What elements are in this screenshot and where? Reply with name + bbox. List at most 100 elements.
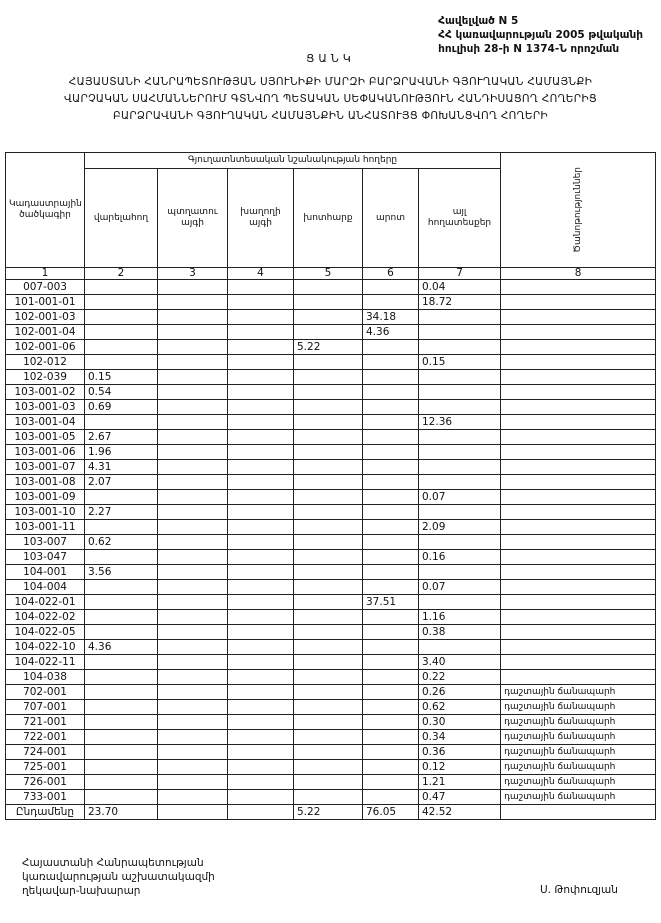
subtitle: ՀԱՅԱՍՏԱՆԻ ՀԱՆՐԱՊԵՏՈՒԹՅԱՆ ՍՅՈՒՆԻՔԻ ՄԱՐԶԻ … <box>0 74 661 125</box>
value-cell: 37.51 <box>362 594 419 610</box>
note-cell <box>500 639 657 655</box>
value-cell <box>293 534 363 550</box>
value-cell <box>227 294 294 310</box>
group-header: Գյուղատնտեսական նշանակության հողերը <box>83 151 502 170</box>
code-cell: 103-001-04 <box>5 414 85 430</box>
value-cell <box>157 624 228 640</box>
value-cell <box>293 294 363 310</box>
note-cell <box>500 609 657 625</box>
value-cell <box>157 384 228 400</box>
note-cell: դաշտային ճանապարհ <box>500 714 657 730</box>
value-cell <box>84 489 158 505</box>
value-cell <box>84 549 158 565</box>
note-cell <box>500 519 657 535</box>
value-cell <box>157 594 228 610</box>
note-cell: դաշտային ճանապարհ <box>500 774 657 790</box>
value-cell <box>227 579 294 595</box>
table-row: 726-001 1.21 դաշտային ճանապարհ <box>5 774 657 790</box>
value-cell <box>293 564 363 580</box>
value-cell <box>227 504 294 520</box>
value-cell: 2.09 <box>417 519 502 535</box>
table-row: 103-001-06 1.96 <box>5 444 657 460</box>
value-cell <box>157 504 228 520</box>
value-cell <box>227 339 294 355</box>
value-cell <box>157 489 228 505</box>
value-cell <box>293 504 363 520</box>
code-cell: 702-001 <box>5 684 85 700</box>
value-cell <box>362 579 419 595</box>
value-cell: 0.62 <box>84 534 158 550</box>
header-line: հուլիսի 28-ի N 1374-Ն որոշման <box>438 43 620 55</box>
note-cell <box>500 489 657 505</box>
value-cell <box>157 324 228 340</box>
note-cell <box>500 309 657 325</box>
code-cell: 733-001 <box>5 789 85 805</box>
value-cell <box>157 714 228 730</box>
code-cell: 103-001-03 <box>5 399 85 415</box>
code-cell: 103-001-07 <box>5 459 85 475</box>
code-cell: 102-012 <box>5 354 85 370</box>
value-cell: 5.22 <box>293 804 363 820</box>
note-cell: դաշտային ճանապարհ <box>500 759 657 775</box>
subtitle-line: ԲԱՐՁՐԱՎԱՆԻ ԳՅՈՒՂԱԿԱՆ ՀԱՄԱՅՆՔԻՆ ԱՆՀԱՏՈՒՅՑ… <box>113 110 548 122</box>
value-cell <box>417 369 502 385</box>
value-cell <box>362 774 419 790</box>
note-cell: դաշտային ճանապարհ <box>500 789 657 805</box>
code-cell: 103-047 <box>5 549 85 565</box>
value-cell <box>362 669 419 685</box>
code-cell: 707-001 <box>5 699 85 715</box>
table-row: 707-001 0.62 դաշտային ճանապարհ <box>5 699 657 715</box>
value-cell: 0.62 <box>417 699 502 715</box>
value-cell <box>293 369 363 385</box>
code-cell: 103-001-09 <box>5 489 85 505</box>
value-cell <box>293 669 363 685</box>
value-cell <box>362 384 419 400</box>
value-cell <box>417 384 502 400</box>
note-cell <box>500 669 657 685</box>
value-cell <box>227 354 294 370</box>
value-cell <box>293 699 363 715</box>
note-cell <box>500 549 657 565</box>
value-cell: 23.70 <box>84 804 158 820</box>
value-cell <box>293 579 363 595</box>
value-cell <box>293 774 363 790</box>
value-cell: 0.07 <box>417 489 502 505</box>
note-cell <box>500 579 657 595</box>
subtitle-line: ՀԱՅԱՍՏԱՆԻ ՀԱՆՐԱՊԵՏՈՒԹՅԱՆ ՍՅՈՒՆԻՔԻ ՄԱՐԶԻ … <box>68 76 593 88</box>
value-cell <box>157 354 228 370</box>
value-cell <box>84 624 158 640</box>
value-cell <box>227 774 294 790</box>
table-row: 104-004 0.07 <box>5 579 657 595</box>
value-cell <box>417 309 502 325</box>
code-cell: Ընդամենը <box>5 804 85 820</box>
value-cell <box>227 429 294 445</box>
value-cell <box>362 459 419 475</box>
code-cell: 725-001 <box>5 759 85 775</box>
note-cell: դաշտային ճանապարհ <box>500 729 657 745</box>
value-cell <box>362 474 419 490</box>
note-cell <box>500 594 657 610</box>
value-cell <box>293 399 363 415</box>
value-cell <box>362 684 419 700</box>
code-cell: 103-001-02 <box>5 384 85 400</box>
code-cell: 104-038 <box>5 669 85 685</box>
note-cell <box>500 564 657 580</box>
value-cell: 1.21 <box>417 774 502 790</box>
value-cell <box>293 609 363 625</box>
value-cell: 5.22 <box>293 339 363 355</box>
table-row: 102-001-04 4.36 <box>5 324 657 340</box>
value-cell <box>293 549 363 565</box>
note-cell <box>500 414 657 430</box>
value-cell <box>157 669 228 685</box>
value-cell <box>417 324 502 340</box>
value-cell <box>157 444 228 460</box>
subtitle-line: ՎԱՐՉԱԿԱՆ ՍԱՀՄԱՆՆԵՐՈՒՄ ԳՏՆՎՈՂ ՊԵՏԱԿԱՆ ՍԵՓ… <box>63 93 598 105</box>
value-cell <box>362 279 419 295</box>
value-cell: 2.07 <box>84 474 158 490</box>
column-header: Կադաստրային ծածկագիր <box>5 152 85 268</box>
code-cell: 101-001-01 <box>5 294 85 310</box>
value-cell <box>293 459 363 475</box>
table-row: 104-038 0.22 <box>5 669 657 685</box>
column-header: պտղատու այգի <box>157 168 228 268</box>
